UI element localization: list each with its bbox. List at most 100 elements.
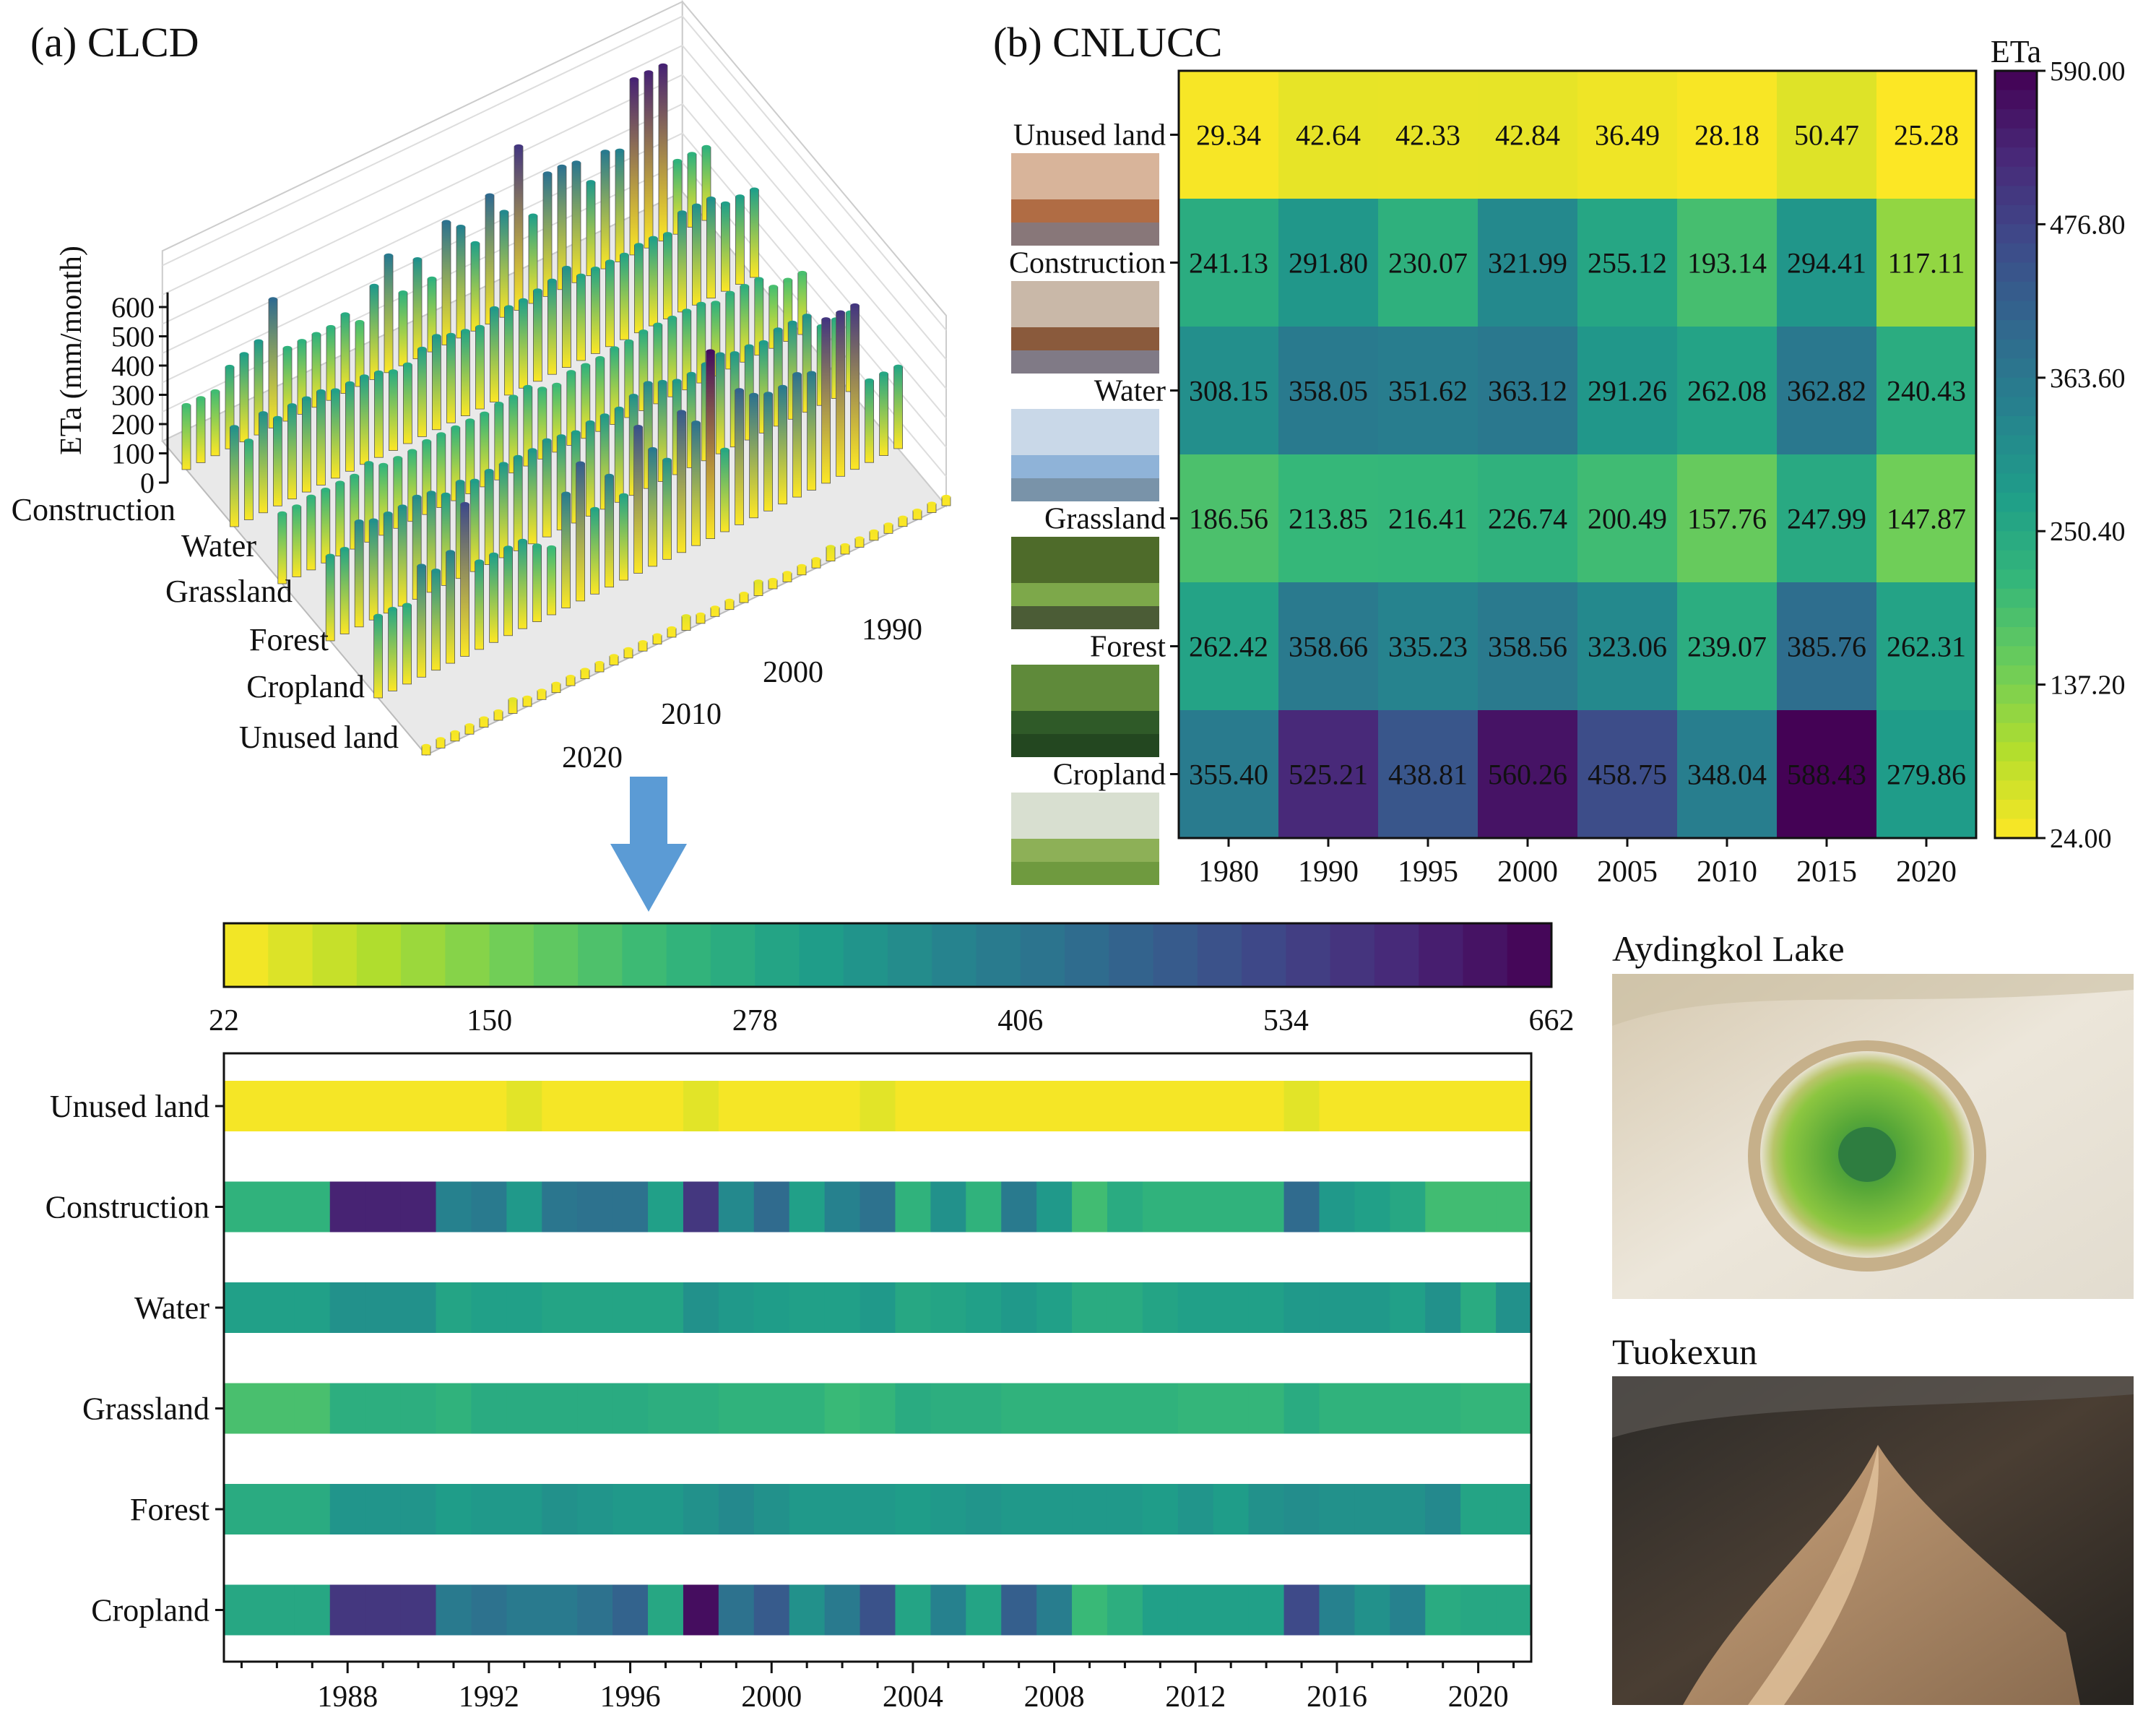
- heatmap-cell: [1179, 454, 1278, 582]
- bar-cap: [254, 339, 263, 344]
- bar: [369, 285, 379, 380]
- colorbar-tick-label: 150: [467, 1004, 512, 1037]
- bar-cap: [648, 446, 657, 452]
- strip-cell: [930, 1081, 967, 1131]
- strip-cell: [1390, 1081, 1426, 1131]
- colorbar-segment: [843, 923, 888, 987]
- heatmap-cell: [1278, 327, 1378, 454]
- grid-line: [162, 44, 947, 361]
- cell-value-label: 588.43: [1787, 759, 1866, 791]
- bar-cap: [667, 626, 676, 631]
- heatmap-cell: [1478, 71, 1577, 199]
- strip-cell: [1072, 1484, 1108, 1534]
- bar: [484, 470, 494, 566]
- bar: [470, 243, 480, 332]
- strip-cell: [753, 1584, 790, 1636]
- strip-cell: [1001, 1584, 1037, 1636]
- category-label: Unused land: [239, 720, 399, 755]
- colorbar-tick-label: 476.80: [2050, 210, 2126, 240]
- bar: [446, 334, 456, 423]
- strip-cell: [542, 1484, 578, 1534]
- strip-cell: [789, 1081, 826, 1131]
- strip-cell: [1283, 1081, 1320, 1131]
- colorbar-segment: [312, 923, 358, 987]
- colorbar-segment: [755, 923, 800, 987]
- heatmap-cell: [1378, 454, 1478, 582]
- cell-value-label: 157.76: [1687, 503, 1767, 535]
- bar-cap: [745, 344, 754, 349]
- strip-cell: [329, 1383, 366, 1434]
- cell-value-label: 28.18: [1694, 119, 1759, 152]
- x-tick-label: 1996: [600, 1680, 661, 1714]
- bar: [692, 205, 701, 306]
- bar: [691, 422, 701, 546]
- strip-cell: [718, 1081, 755, 1131]
- bar-cap: [558, 164, 566, 169]
- strip-cell: [612, 1584, 649, 1636]
- strip-cell: [895, 1484, 932, 1534]
- cell-value-label: 29.34: [1196, 119, 1261, 152]
- bar: [321, 489, 331, 564]
- cell-value-label: 385.76: [1787, 631, 1866, 663]
- bar-cap: [688, 152, 696, 157]
- bar-cap: [402, 603, 412, 608]
- cell-value-label: 262.42: [1189, 631, 1268, 663]
- bar-cap: [759, 340, 769, 345]
- bar-cap: [370, 283, 378, 288]
- bar-cap: [384, 253, 393, 258]
- strip-cell: [1425, 1081, 1461, 1131]
- bar-cap: [706, 349, 715, 354]
- photo-1-title: Aydingkol Lake: [1612, 928, 1845, 969]
- colorbar-segment: [268, 923, 313, 987]
- strip-cell: [1496, 1484, 1532, 1534]
- colorbar-segment: [1995, 224, 2037, 244]
- thumbnail-detail: [1011, 350, 1159, 374]
- strip-cell: [1460, 1282, 1497, 1333]
- panel-b-landcover-thumbnails: [1011, 153, 1159, 885]
- bar: [287, 405, 297, 500]
- colorbar-segment: [1995, 90, 2037, 111]
- strip-cell: [648, 1081, 684, 1131]
- colorbar-segment: [1995, 665, 2037, 686]
- colorbar-segment: [1197, 923, 1243, 987]
- colorbar-border: [222, 922, 1553, 988]
- strip-cell: [860, 1584, 896, 1636]
- bar: [388, 608, 397, 691]
- strip-cell: [400, 1383, 437, 1434]
- bar: [720, 449, 730, 532]
- colorbar-segment: [1995, 819, 2037, 839]
- strip-cell: [930, 1484, 967, 1534]
- strip-cell: [1425, 1383, 1461, 1434]
- colorbar-segment: [1995, 799, 2037, 820]
- bar-cap: [514, 144, 523, 149]
- heatmap-cell: [1478, 582, 1577, 710]
- bar-cap: [591, 267, 600, 271]
- thumbnail-detail: [1011, 606, 1159, 629]
- strip-cell: [1142, 1181, 1179, 1233]
- cell-value-label: 560.26: [1488, 759, 1567, 791]
- strip-cell: [1425, 1282, 1461, 1333]
- bar-cap: [566, 675, 575, 679]
- strip-cell: [471, 1282, 508, 1333]
- bar-cap: [378, 462, 388, 467]
- strip-cell: [294, 1484, 331, 1534]
- strip-cell: [648, 1383, 684, 1434]
- bar-cap: [572, 160, 581, 165]
- bar-cap: [624, 647, 633, 652]
- strip-cell: [824, 1081, 861, 1131]
- cell-value-label: 241.13: [1189, 247, 1268, 280]
- strip-cell: [365, 1584, 402, 1636]
- strip-cell: [259, 1282, 295, 1333]
- heatmap-cell: [1777, 582, 1876, 710]
- bar-cap: [783, 277, 792, 282]
- colorbar-segment: [1507, 923, 1552, 987]
- cell-value-label: 226.74: [1488, 503, 1567, 535]
- panel-c-colorbar: 22 150 278 406 534 662: [209, 922, 1575, 1037]
- heatmap-cell: [1577, 71, 1677, 199]
- bar: [519, 300, 528, 389]
- bar: [504, 306, 514, 396]
- bar: [181, 405, 191, 470]
- bar-cap: [259, 411, 268, 416]
- bar-cap: [638, 640, 647, 645]
- bar-cap: [865, 378, 874, 383]
